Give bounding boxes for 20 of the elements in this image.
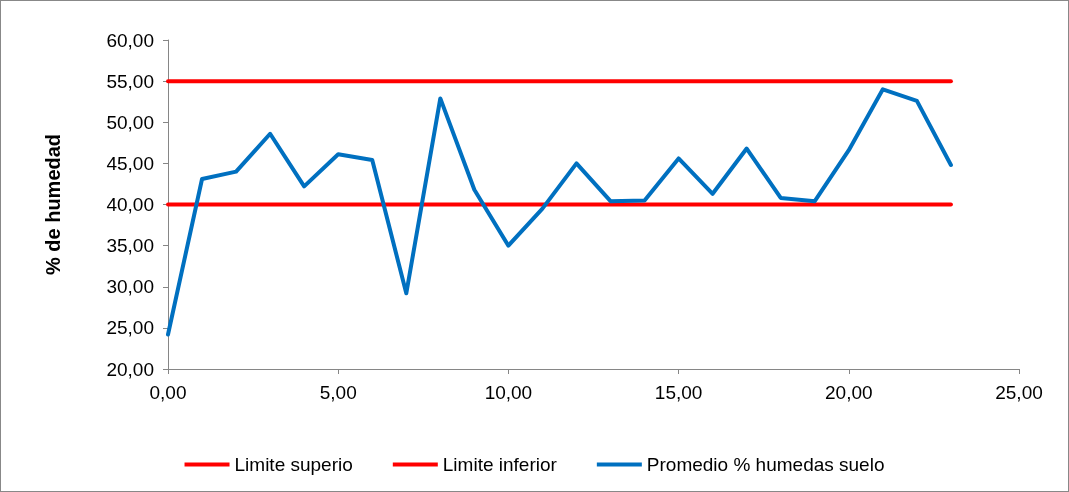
y-tick-label: 60,00: [106, 29, 154, 51]
x-tick-label: 20,00: [825, 382, 873, 403]
legend-label: Limite inferior: [442, 454, 558, 475]
y-axis-title: % de humedad: [42, 133, 64, 276]
x-tick-label: 15,00: [654, 382, 703, 403]
y-tick-label: 20,00: [106, 358, 154, 380]
x-tick-label: 25,00: [995, 382, 1043, 403]
x-tick-label: 0,00: [149, 382, 187, 403]
y-tick-label: 25,00: [106, 317, 154, 339]
y-tick-label: 50,00: [106, 111, 154, 133]
legend-label: Limite superio: [234, 454, 353, 475]
y-tick-label: 35,00: [106, 235, 154, 257]
legend-label: Promedio % humedas suelo: [646, 454, 885, 475]
y-tick-label: 55,00: [106, 70, 154, 92]
y-tick-label: 30,00: [106, 276, 154, 298]
x-tick-label: 5,00: [319, 382, 357, 403]
y-tick-label: 45,00: [106, 152, 154, 174]
y-tick-label: 40,00: [106, 194, 154, 215]
line-series: [166, 87, 953, 337]
x-tick-label: 10,00: [484, 382, 533, 403]
